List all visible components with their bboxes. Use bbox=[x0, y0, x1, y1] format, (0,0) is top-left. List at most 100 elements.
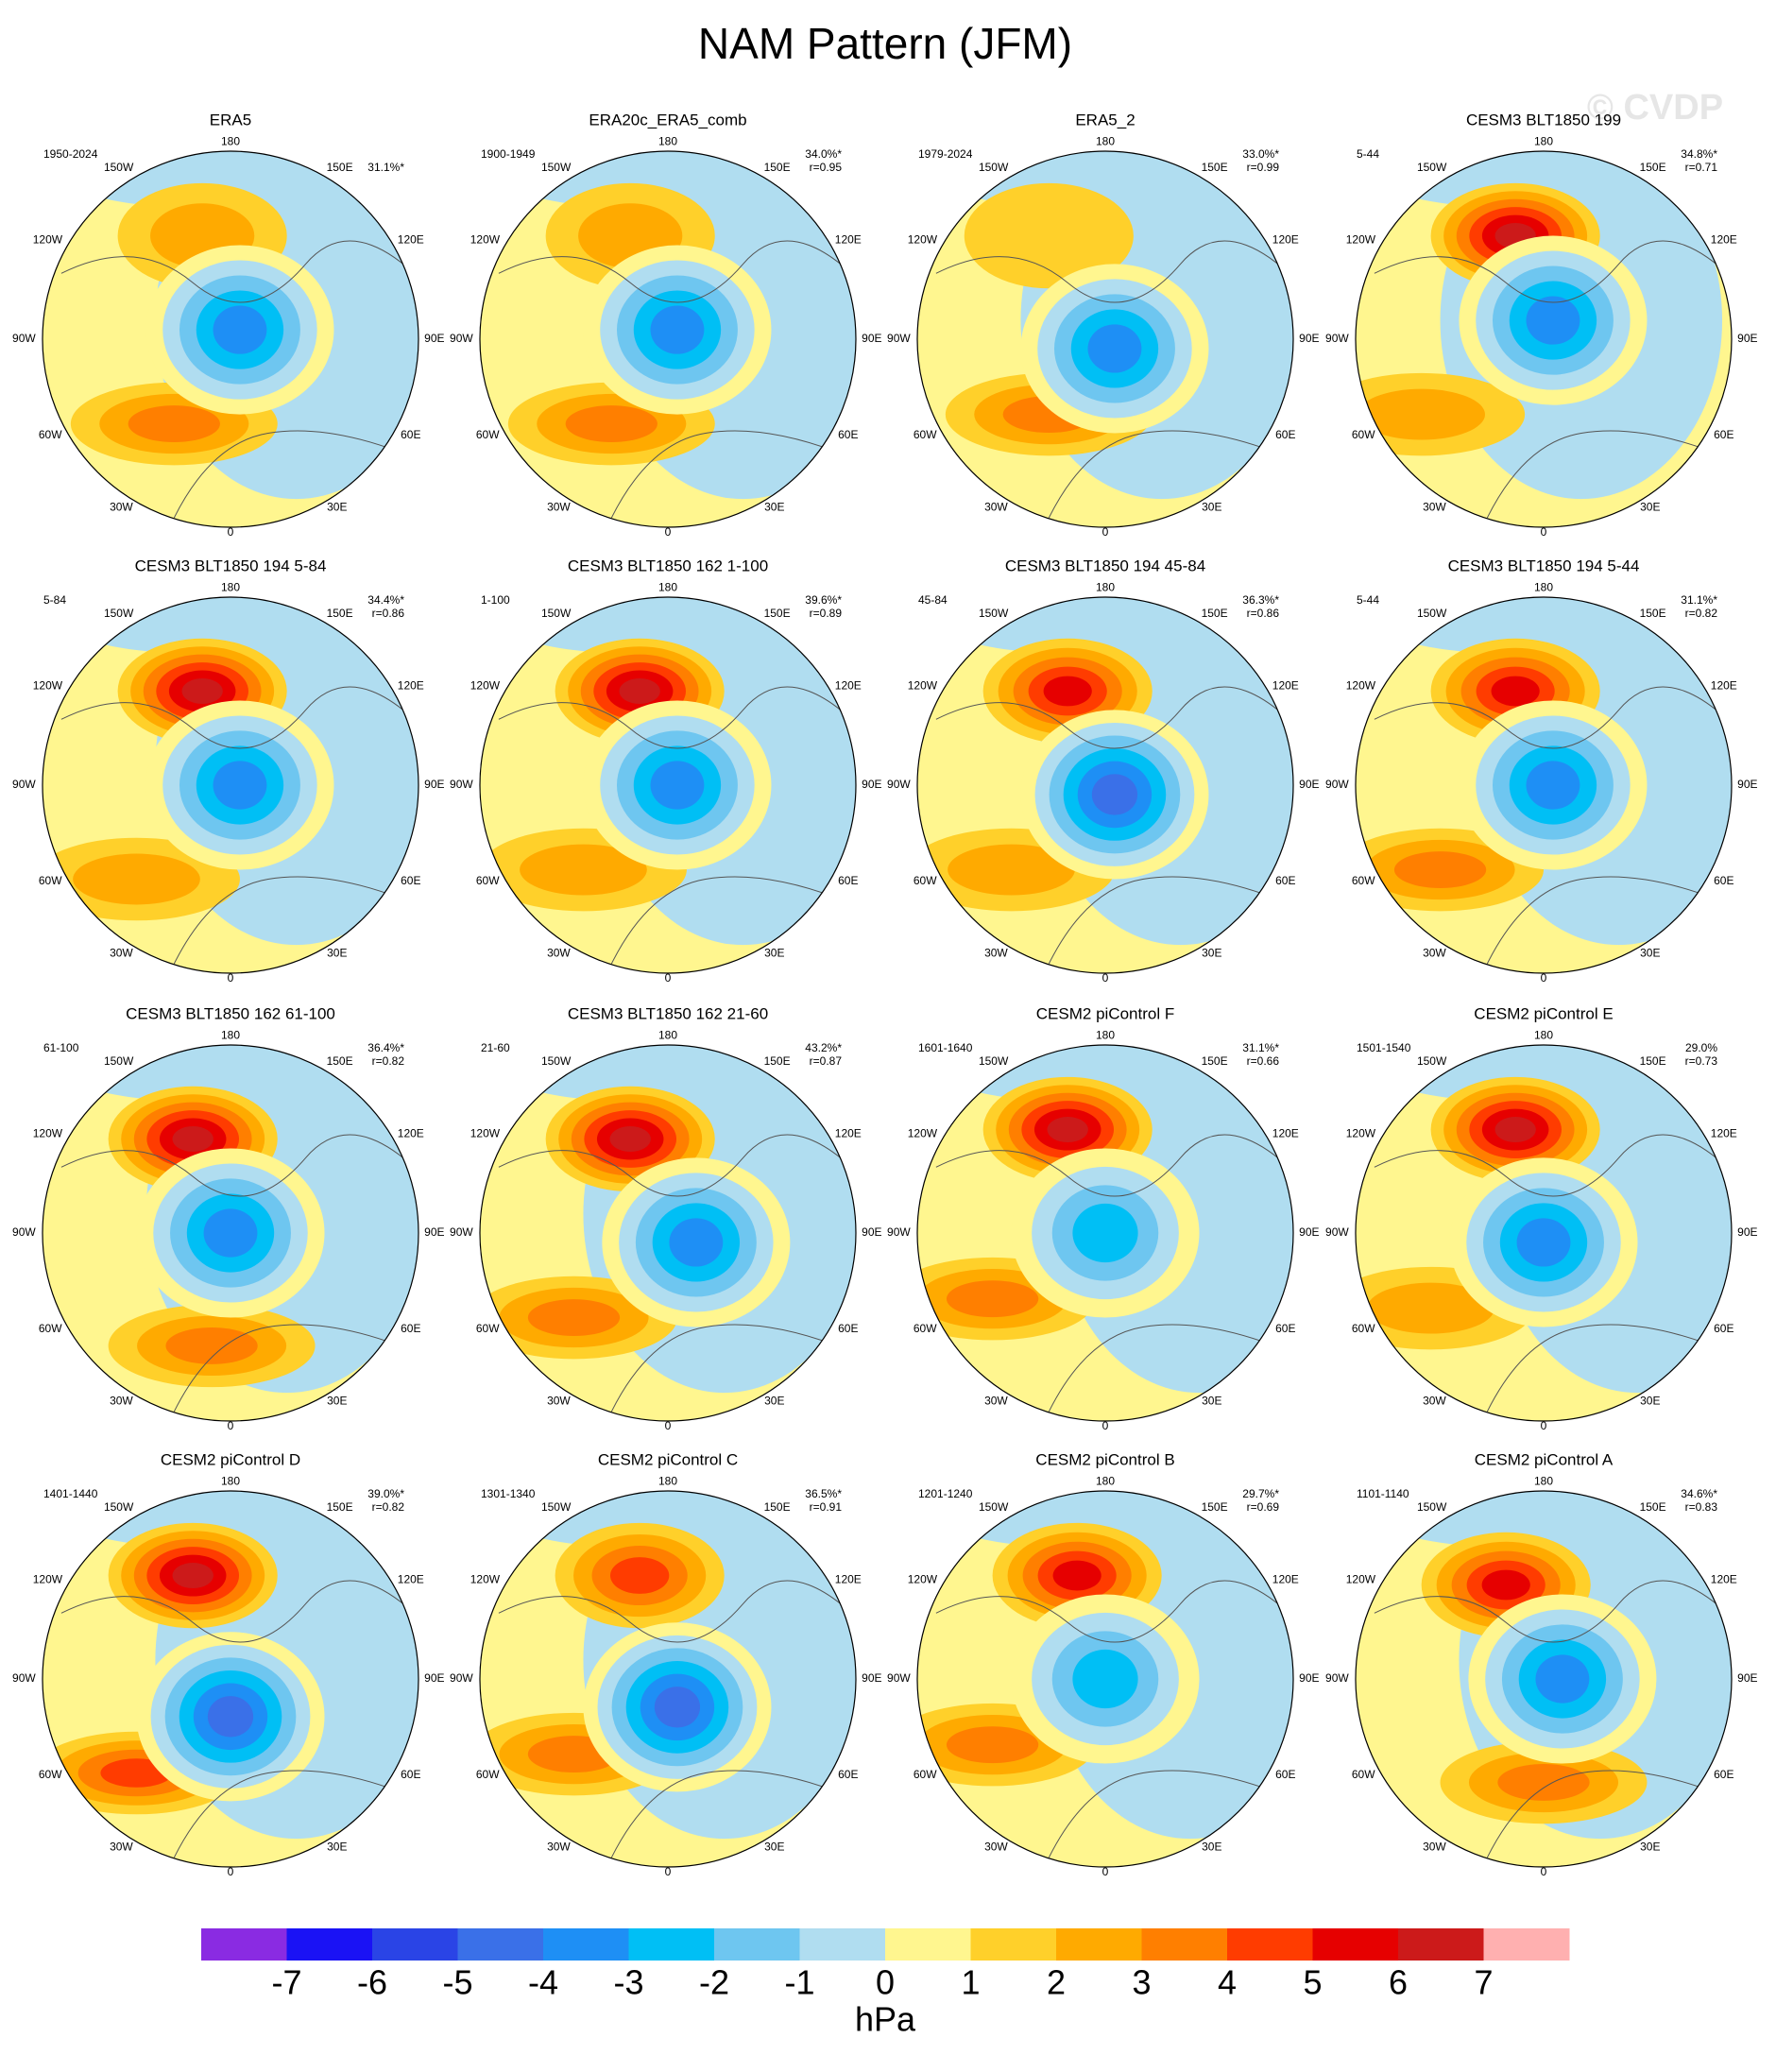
lon-label: 150W bbox=[979, 1500, 1009, 1514]
watermark: © CVDP bbox=[1587, 88, 1723, 128]
panel-title: CESM3 BLT1850 194 5-84 bbox=[135, 557, 327, 574]
lon-label: 120W bbox=[908, 233, 938, 247]
lon-label: 90W bbox=[450, 1671, 473, 1685]
period-label: 61-100 bbox=[43, 1041, 79, 1054]
panel-title: CESM3 BLT1850 194 5-44 bbox=[1448, 557, 1640, 574]
coastline bbox=[935, 240, 1293, 321]
contour bbox=[964, 182, 1134, 289]
contour bbox=[1516, 1218, 1571, 1267]
lon-label: 60E bbox=[838, 1768, 858, 1781]
contour bbox=[207, 1696, 254, 1738]
contour bbox=[1087, 324, 1142, 373]
coastline bbox=[173, 876, 401, 965]
map-border bbox=[916, 1044, 1294, 1422]
lon-label: 0 bbox=[1541, 971, 1547, 985]
lon-label: 120E bbox=[835, 233, 862, 247]
r-label: r=0.82 bbox=[372, 1500, 405, 1514]
lon-label: 60W bbox=[914, 1322, 937, 1335]
lon-label: 60W bbox=[914, 874, 937, 887]
coastline bbox=[935, 1134, 1293, 1215]
lon-label: 120W bbox=[908, 679, 938, 693]
period-label: 1201-1240 bbox=[918, 1487, 973, 1500]
lon-label: 120E bbox=[1711, 233, 1737, 247]
lon-label: 0 bbox=[1541, 1865, 1547, 1878]
coastline bbox=[60, 1580, 418, 1661]
map bbox=[1356, 151, 1732, 527]
period-label: 5-84 bbox=[43, 593, 66, 607]
lon-label: 120E bbox=[1711, 1127, 1737, 1140]
lon-label: 150W bbox=[1417, 607, 1447, 620]
colorbar-tick-label: -4 bbox=[528, 1963, 558, 2002]
lon-label: 60W bbox=[39, 1322, 62, 1335]
lon-label: 150E bbox=[327, 161, 353, 174]
map-border bbox=[1355, 596, 1733, 974]
lon-label: 0 bbox=[228, 1419, 234, 1432]
lon-label: 30W bbox=[110, 1394, 133, 1407]
colorbar-tick-label: 3 bbox=[1132, 1963, 1151, 2002]
panel-title: CESM3 BLT1850 162 21-60 bbox=[568, 1004, 768, 1022]
coastline bbox=[1486, 1324, 1714, 1413]
contour bbox=[1535, 1654, 1590, 1704]
lon-label: 60W bbox=[39, 1768, 62, 1781]
lon-label: 60E bbox=[1714, 428, 1733, 441]
lon-label: 150E bbox=[1202, 607, 1228, 620]
colorbar-box bbox=[1398, 1928, 1484, 1961]
lon-label: 60E bbox=[401, 1322, 420, 1335]
lon-label: 90W bbox=[887, 778, 911, 791]
panel-title: CESM3 BLT1850 194 45-84 bbox=[1005, 557, 1205, 574]
colorbar-tick-label: 7 bbox=[1474, 1963, 1493, 2002]
colorbar-box bbox=[628, 1928, 715, 1961]
contour bbox=[1072, 1649, 1138, 1709]
lon-label: 30E bbox=[764, 946, 784, 959]
lon-label: 120W bbox=[1346, 679, 1376, 693]
contour bbox=[520, 844, 647, 896]
lon-label: 30W bbox=[547, 1394, 571, 1407]
map-border bbox=[479, 596, 857, 974]
lon-label: 90E bbox=[862, 1225, 881, 1239]
contour bbox=[213, 305, 267, 354]
contour bbox=[946, 1280, 1039, 1318]
lon-label: 120W bbox=[1346, 1127, 1376, 1140]
lon-label: 180 bbox=[1534, 580, 1553, 593]
period-label: 1-100 bbox=[481, 593, 510, 607]
contour bbox=[654, 1687, 701, 1728]
lon-label: 120E bbox=[1711, 679, 1737, 693]
r-label: r=0.86 bbox=[372, 607, 405, 620]
pct-label: 43.2%* bbox=[805, 1041, 842, 1054]
map bbox=[43, 597, 418, 973]
contour bbox=[172, 1563, 213, 1589]
lon-label: 60W bbox=[476, 1322, 500, 1335]
lon-label: 30W bbox=[547, 946, 571, 959]
lon-label: 150W bbox=[104, 1500, 134, 1514]
contour bbox=[650, 305, 705, 354]
colorbar-tick-label: -5 bbox=[442, 1963, 472, 2002]
map bbox=[1356, 597, 1732, 973]
map bbox=[43, 1491, 418, 1867]
lon-label: 120E bbox=[398, 1127, 424, 1140]
colorbar-tick-label: 5 bbox=[1303, 1963, 1322, 2002]
map-border bbox=[916, 596, 1294, 974]
lon-label: 90E bbox=[1299, 1225, 1319, 1239]
pct-label: 34.8%* bbox=[1681, 147, 1717, 161]
lon-label: 180 bbox=[658, 134, 677, 147]
lon-label: 60W bbox=[1352, 1768, 1375, 1781]
lon-label: 60W bbox=[476, 428, 500, 441]
coastline bbox=[173, 1770, 401, 1858]
panel-title: CESM3 BLT1850 199 bbox=[1466, 111, 1621, 128]
contour bbox=[669, 1218, 724, 1267]
lon-label: 120W bbox=[470, 1573, 501, 1586]
contour bbox=[213, 761, 267, 810]
lon-label: 0 bbox=[1102, 1865, 1109, 1878]
figure-title: NAM Pattern (JFM) bbox=[698, 19, 1072, 68]
lon-label: 60E bbox=[838, 428, 858, 441]
coastline bbox=[610, 1770, 838, 1858]
lon-label: 60W bbox=[476, 874, 500, 887]
lon-label: 0 bbox=[665, 1865, 672, 1878]
map-border bbox=[479, 1044, 857, 1422]
coastline bbox=[60, 240, 418, 321]
lon-label: 120W bbox=[33, 1573, 63, 1586]
lon-label: 120W bbox=[33, 679, 63, 693]
panel-title: ERA20c_ERA5_comb bbox=[589, 111, 746, 128]
lon-label: 150E bbox=[764, 1054, 791, 1068]
map-border bbox=[1355, 150, 1733, 528]
